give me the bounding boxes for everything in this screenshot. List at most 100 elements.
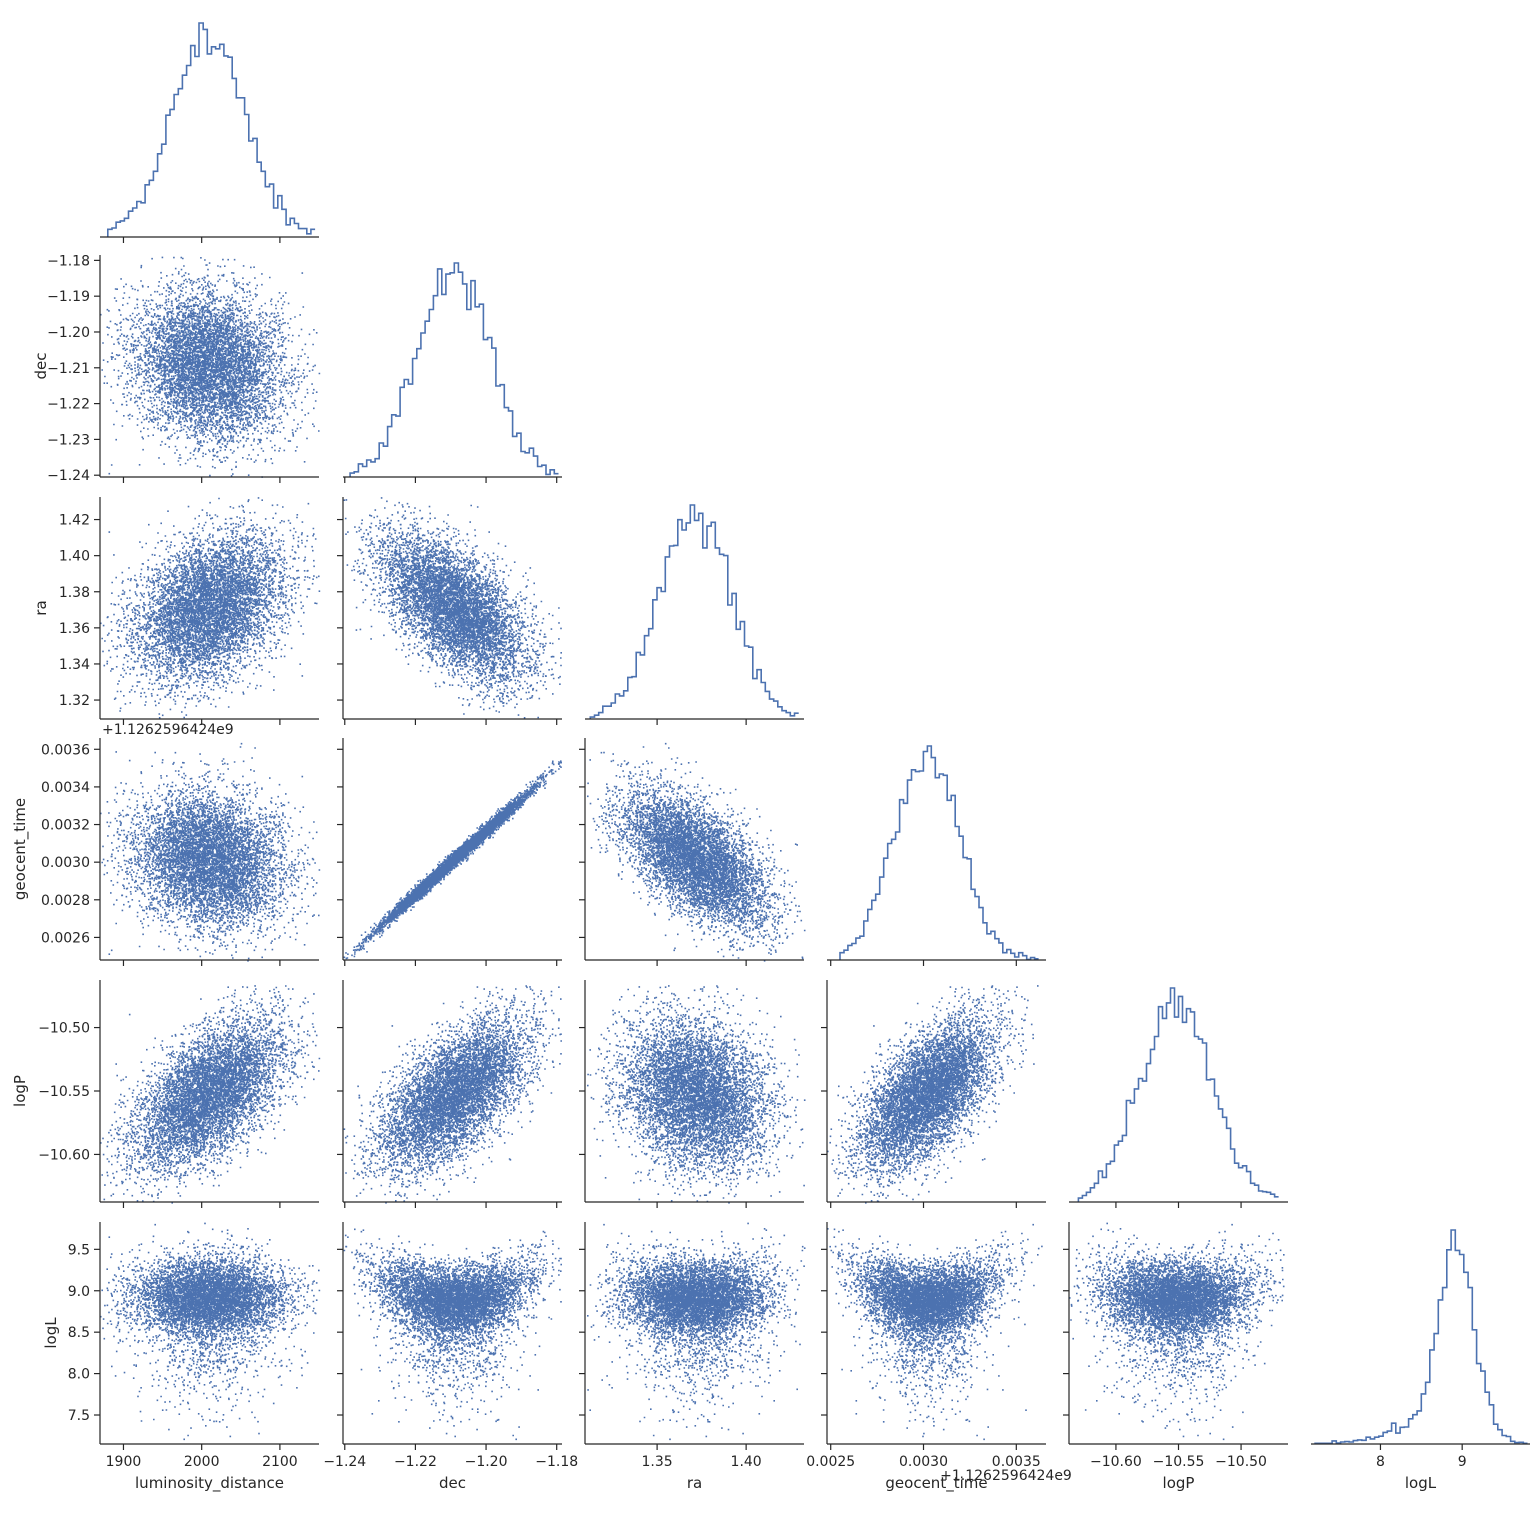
histogram-logL (1314, 1229, 1528, 1445)
x-axis-label-ra: ra (687, 1474, 702, 1492)
scatter-logP-vs-ra (587, 985, 806, 1204)
x-tick-label: 2100 (262, 1454, 298, 1470)
scatter-geocent_time-vs-dec (343, 760, 562, 960)
y-offset-text: +1.1262596424e9 (102, 722, 234, 738)
histogram-step-line (349, 262, 559, 477)
scatter-geocent_time-vs-luminosity_distance (100, 742, 321, 962)
y-tick-label: 0.0026 (41, 930, 90, 946)
y-tick-label: 0.0036 (41, 742, 90, 758)
scatter-logL-vs-luminosity_distance (100, 1222, 321, 1441)
scatter-points (587, 742, 806, 962)
y-tick-label: 0.0028 (41, 893, 90, 909)
axes-logL-ra: 1.35 1.40 (579, 1222, 804, 1470)
scatter-ra-vs-luminosity_distance (100, 497, 321, 719)
axes-luminosity_distance-luminosity_distance (100, 236, 319, 243)
scatter-logL-vs-dec (343, 1228, 562, 1441)
scatter-points (587, 985, 806, 1204)
y-axis-label-logP: logP (11, 1075, 29, 1107)
axes-geocent_time-geocent_time (827, 959, 1046, 966)
histogram-step-line (1077, 987, 1279, 1202)
y-tick-label: 0.0030 (41, 855, 90, 871)
y-tick-label: 1.36 (59, 621, 90, 637)
y-tick-label: −10.50 (38, 1021, 90, 1037)
y-tick-label: −10.55 (38, 1084, 90, 1100)
y-tick-label: −1.24 (47, 468, 90, 484)
x-tick-label: −10.55 (1153, 1454, 1205, 1470)
x-tick-label: −1.20 (465, 1454, 508, 1470)
axes-geocent_time-dec (337, 738, 562, 966)
axes-logL-luminosity_distance: 1900 2000 2100 7.5 8.0 8.5 9.0 9.5 (68, 1222, 319, 1470)
x-tick-label: −1.22 (394, 1454, 437, 1470)
scatter-logL-vs-ra (587, 1222, 806, 1441)
scatter-points (100, 1222, 321, 1441)
axes-logL-dec: −1.24 −1.22 −1.20 −1.18 (323, 1222, 578, 1470)
histogram-step-line (839, 745, 1039, 961)
x-tick-label: 0.0030 (899, 1454, 948, 1470)
y-axis-label-ra: ra (32, 600, 50, 615)
x-tick-label: 9 (1458, 1454, 1467, 1470)
scatter-points (100, 256, 321, 478)
scatter-geocent_time-vs-ra (587, 742, 806, 962)
y-tick-label: −1.19 (47, 289, 90, 305)
histogram-step-line (589, 504, 799, 719)
x-tick-label: 0.0035 (992, 1454, 1041, 1470)
axes-ra-ra (585, 718, 804, 725)
x-offset-text: +1.1262596424e9 (940, 1468, 1072, 1484)
y-tick-label: 9.5 (68, 1242, 90, 1258)
y-tick-label: 8.0 (68, 1367, 90, 1383)
scatter-points (100, 497, 321, 719)
y-tick-label: 0.0034 (41, 780, 90, 796)
scatter-dec-vs-luminosity_distance (100, 256, 321, 478)
x-axis-label-logP: logP (1163, 1474, 1195, 1492)
x-tick-label: 8 (1376, 1454, 1385, 1470)
x-tick-label: 1.40 (731, 1454, 762, 1470)
scatter-logL-vs-geocent_time (827, 1223, 1043, 1441)
x-axis-label-luminosity_distance: luminosity_distance (135, 1474, 284, 1493)
x-tick-label: −10.50 (1215, 1454, 1267, 1470)
y-tick-label: 1.42 (59, 513, 90, 529)
y-tick-label: 1.32 (59, 693, 90, 709)
y-axis-label-geocent_time: geocent_time (11, 798, 30, 900)
y-tick-label: −1.23 (47, 432, 90, 448)
axes-dec-luminosity_distance: −1.24 −1.23 −1.22 −1.21 −1.20 −1.19 −1.18 (47, 253, 319, 484)
y-tick-label: −1.21 (47, 361, 90, 377)
scatter-ra-vs-dec (343, 497, 562, 719)
x-tick-label: −10.60 (1090, 1454, 1142, 1470)
scatter-points (827, 1223, 1043, 1441)
axes-logL-geocent_time: 0.0025 0.0030 0.0035 (806, 1222, 1046, 1470)
x-tick-label: 0.0025 (806, 1454, 855, 1470)
y-axis-label-dec: dec (32, 353, 50, 380)
axes-dec-dec (343, 476, 562, 483)
histogram-geocent_time (839, 745, 1039, 961)
scatter-points (343, 985, 562, 1204)
x-axis-label-dec: dec (439, 1474, 466, 1492)
scatter-logP-vs-geocent_time (827, 985, 1039, 1204)
y-tick-label: 8.5 (68, 1325, 90, 1341)
histogram-ra (589, 504, 799, 719)
y-tick-label: −10.60 (38, 1147, 90, 1163)
y-axis-label-logL: logL (42, 1317, 60, 1349)
x-tick-label: −1.18 (535, 1454, 578, 1470)
y-tick-label: −1.20 (47, 325, 90, 341)
y-tick-label: 1.40 (59, 549, 90, 565)
x-tick-label: 2000 (184, 1454, 220, 1470)
x-axis-label-geocent_time: geocent_time (885, 1474, 987, 1493)
scatter-points (343, 760, 562, 960)
y-tick-label: 0.0032 (41, 818, 90, 834)
scatter-logP-vs-luminosity_distance (100, 985, 321, 1204)
histogram-logP (1077, 987, 1279, 1202)
axes-logP-dec (337, 980, 562, 1208)
axes-logP-luminosity_distance: −10.60 −10.55 −10.50 (38, 980, 319, 1208)
axes-logP-geocent_time (821, 980, 1046, 1208)
scatter-points (100, 985, 321, 1204)
histogram-step-line (1314, 1229, 1528, 1445)
y-tick-label: 1.34 (59, 657, 90, 673)
scatter-points (343, 1228, 562, 1441)
scatter-points (343, 497, 562, 719)
y-tick-label: −1.22 (47, 397, 90, 413)
axes-geocent_time-luminosity_distance: 0.0026 0.0028 0.0030 0.0032 0.0034 0.0036 (41, 738, 319, 966)
histogram-step-line (107, 22, 316, 237)
scatter-logL-vs-logP (1069, 1222, 1285, 1441)
